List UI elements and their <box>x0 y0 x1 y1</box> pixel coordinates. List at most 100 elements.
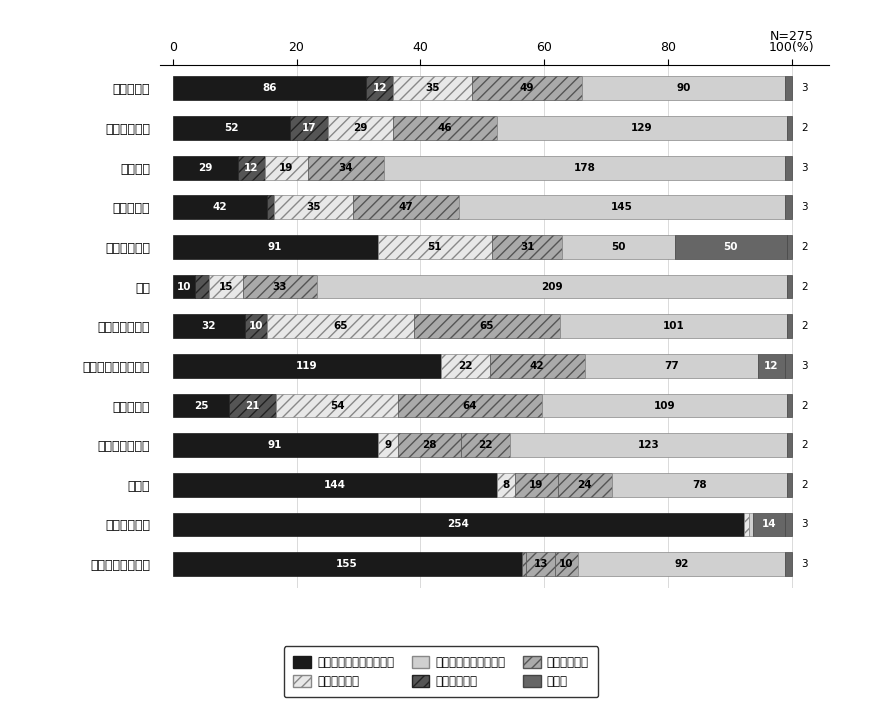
Bar <box>787 235 791 259</box>
Text: 12: 12 <box>764 361 779 371</box>
Text: 22: 22 <box>458 361 472 371</box>
Text: 2: 2 <box>801 480 807 490</box>
Text: 2: 2 <box>801 282 807 292</box>
Bar <box>515 473 558 497</box>
Text: 90: 90 <box>676 83 691 93</box>
Bar <box>276 394 397 417</box>
Text: 64: 64 <box>462 401 477 411</box>
Text: 2: 2 <box>801 123 807 133</box>
Bar <box>787 275 791 298</box>
Text: 50: 50 <box>723 242 738 252</box>
Text: 78: 78 <box>692 480 707 490</box>
Text: 2: 2 <box>801 440 807 450</box>
Legend: 介助を必要としていない, 補助具を使用, 援助があったほうが楽, 部分的な介助, 全面的な介助, 無回答: 介助を必要としていない, 補助具を使用, 援助があったほうが楽, 部分的な介助,… <box>284 646 598 697</box>
Bar <box>461 433 511 457</box>
Text: 91: 91 <box>268 242 282 252</box>
Text: 15: 15 <box>218 282 233 292</box>
Bar <box>173 235 378 259</box>
Text: 209: 209 <box>541 282 563 292</box>
Text: 101: 101 <box>663 321 684 331</box>
Bar <box>328 116 393 140</box>
Text: 22: 22 <box>478 440 493 450</box>
Bar <box>173 116 290 140</box>
Bar <box>378 433 397 457</box>
Text: 2: 2 <box>801 321 807 331</box>
Bar <box>173 77 366 100</box>
Text: 155: 155 <box>336 559 358 569</box>
Text: 19: 19 <box>529 480 544 490</box>
Bar <box>393 77 472 100</box>
Text: 129: 129 <box>631 123 653 133</box>
Text: 32: 32 <box>201 321 216 331</box>
Text: 91: 91 <box>268 440 282 450</box>
Text: 123: 123 <box>638 440 659 450</box>
Text: 3: 3 <box>801 83 807 93</box>
Bar <box>307 156 384 179</box>
Bar <box>353 196 459 219</box>
Text: 28: 28 <box>422 440 437 450</box>
Text: 24: 24 <box>577 480 592 490</box>
Bar <box>787 314 791 338</box>
Text: 50: 50 <box>611 242 625 252</box>
Text: 13: 13 <box>534 559 548 569</box>
Bar <box>173 196 267 219</box>
Text: 10: 10 <box>560 559 574 569</box>
Text: 178: 178 <box>574 163 595 173</box>
Text: 33: 33 <box>273 282 287 292</box>
Bar <box>558 473 611 497</box>
Bar <box>577 552 785 576</box>
Text: 109: 109 <box>654 401 675 411</box>
Text: 31: 31 <box>519 242 535 252</box>
Text: 49: 49 <box>519 83 535 93</box>
Bar <box>397 394 542 417</box>
Text: 2: 2 <box>801 242 807 252</box>
Bar <box>674 235 787 259</box>
Text: 14: 14 <box>762 520 776 529</box>
Bar <box>555 552 577 576</box>
Text: 42: 42 <box>530 361 544 371</box>
Bar <box>472 77 582 100</box>
Bar <box>245 314 267 338</box>
Bar <box>173 275 195 298</box>
Text: 3: 3 <box>801 559 807 569</box>
Bar <box>173 552 521 576</box>
Bar <box>562 235 674 259</box>
Text: 3: 3 <box>801 361 807 371</box>
Text: 17: 17 <box>301 123 316 133</box>
Bar <box>290 116 328 140</box>
Text: 34: 34 <box>339 163 354 173</box>
Bar <box>611 473 787 497</box>
Bar <box>785 196 791 219</box>
Bar <box>317 275 787 298</box>
Bar <box>173 513 744 536</box>
Bar <box>526 552 555 576</box>
Bar <box>584 354 757 378</box>
Bar <box>511 433 787 457</box>
Bar <box>757 354 785 378</box>
Text: 119: 119 <box>296 361 317 371</box>
Bar <box>785 513 791 536</box>
Text: 46: 46 <box>437 123 453 133</box>
Bar <box>542 394 787 417</box>
Text: 9: 9 <box>384 440 391 450</box>
Text: 10: 10 <box>176 282 192 292</box>
Bar <box>229 394 276 417</box>
Text: 77: 77 <box>664 361 679 371</box>
Bar <box>787 433 791 457</box>
Text: 25: 25 <box>193 401 208 411</box>
Bar <box>440 354 490 378</box>
Bar <box>753 513 785 536</box>
Bar <box>787 116 791 140</box>
Text: 12: 12 <box>372 83 387 93</box>
Bar <box>785 156 791 179</box>
Bar <box>787 473 791 497</box>
Bar <box>173 473 497 497</box>
Text: 92: 92 <box>674 559 689 569</box>
Text: 52: 52 <box>224 123 239 133</box>
Text: 19: 19 <box>279 163 293 173</box>
Bar <box>378 235 492 259</box>
Bar <box>173 394 229 417</box>
Bar <box>521 552 526 576</box>
Text: 35: 35 <box>425 83 440 93</box>
Bar <box>497 473 515 497</box>
